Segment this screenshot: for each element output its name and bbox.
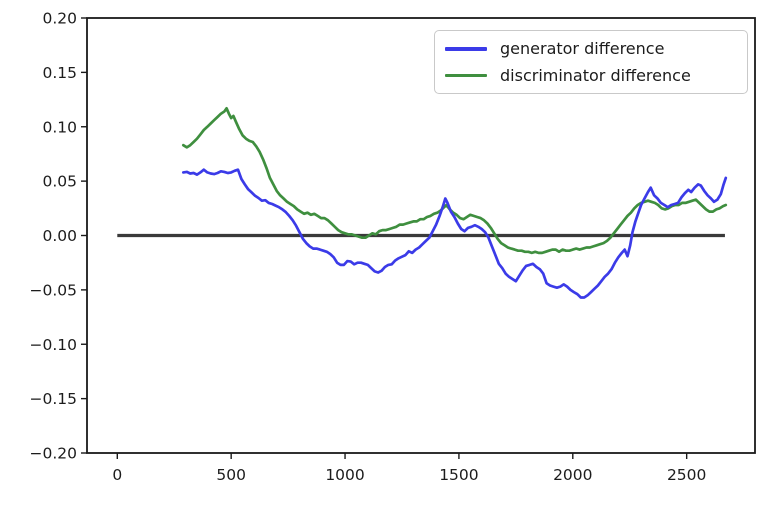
x-tick-label: 0 bbox=[112, 466, 122, 484]
y-tick-label: 0.20 bbox=[42, 10, 77, 28]
x-tick-label: 2500 bbox=[667, 466, 706, 484]
x-tick-label: 1500 bbox=[439, 466, 478, 484]
x-tick-label: 2000 bbox=[553, 466, 592, 484]
y-tick-label: 0.00 bbox=[42, 227, 77, 245]
legend-label-discriminator: discriminator difference bbox=[500, 65, 691, 85]
legend-entry-discriminator: discriminator difference bbox=[445, 66, 737, 85]
plot-area: 0 500 1000 1500 2000 2500 0.20 0.15 0.10 0.05 0.00… bbox=[30, 10, 756, 484]
y-tick-label: −0.20 bbox=[30, 445, 78, 463]
y-tick-label: −0.10 bbox=[30, 336, 78, 354]
y-tick-label: 0.15 bbox=[42, 64, 77, 82]
x-tick-label: 1000 bbox=[325, 466, 364, 484]
legend: generator difference discriminator diffe… bbox=[434, 30, 748, 94]
legend-line-generator-icon bbox=[445, 47, 487, 51]
legend-entry-generator: generator difference bbox=[445, 39, 737, 58]
y-tick-label: −0.15 bbox=[30, 390, 78, 408]
x-tick-label: 500 bbox=[216, 466, 246, 484]
legend-label-generator: generator difference bbox=[500, 39, 665, 59]
y-tick-label: −0.05 bbox=[30, 281, 78, 299]
y-tick-label: 0.10 bbox=[42, 118, 77, 136]
y-tick-label: 0.05 bbox=[42, 173, 77, 191]
legend-line-discriminator-icon bbox=[445, 73, 487, 77]
